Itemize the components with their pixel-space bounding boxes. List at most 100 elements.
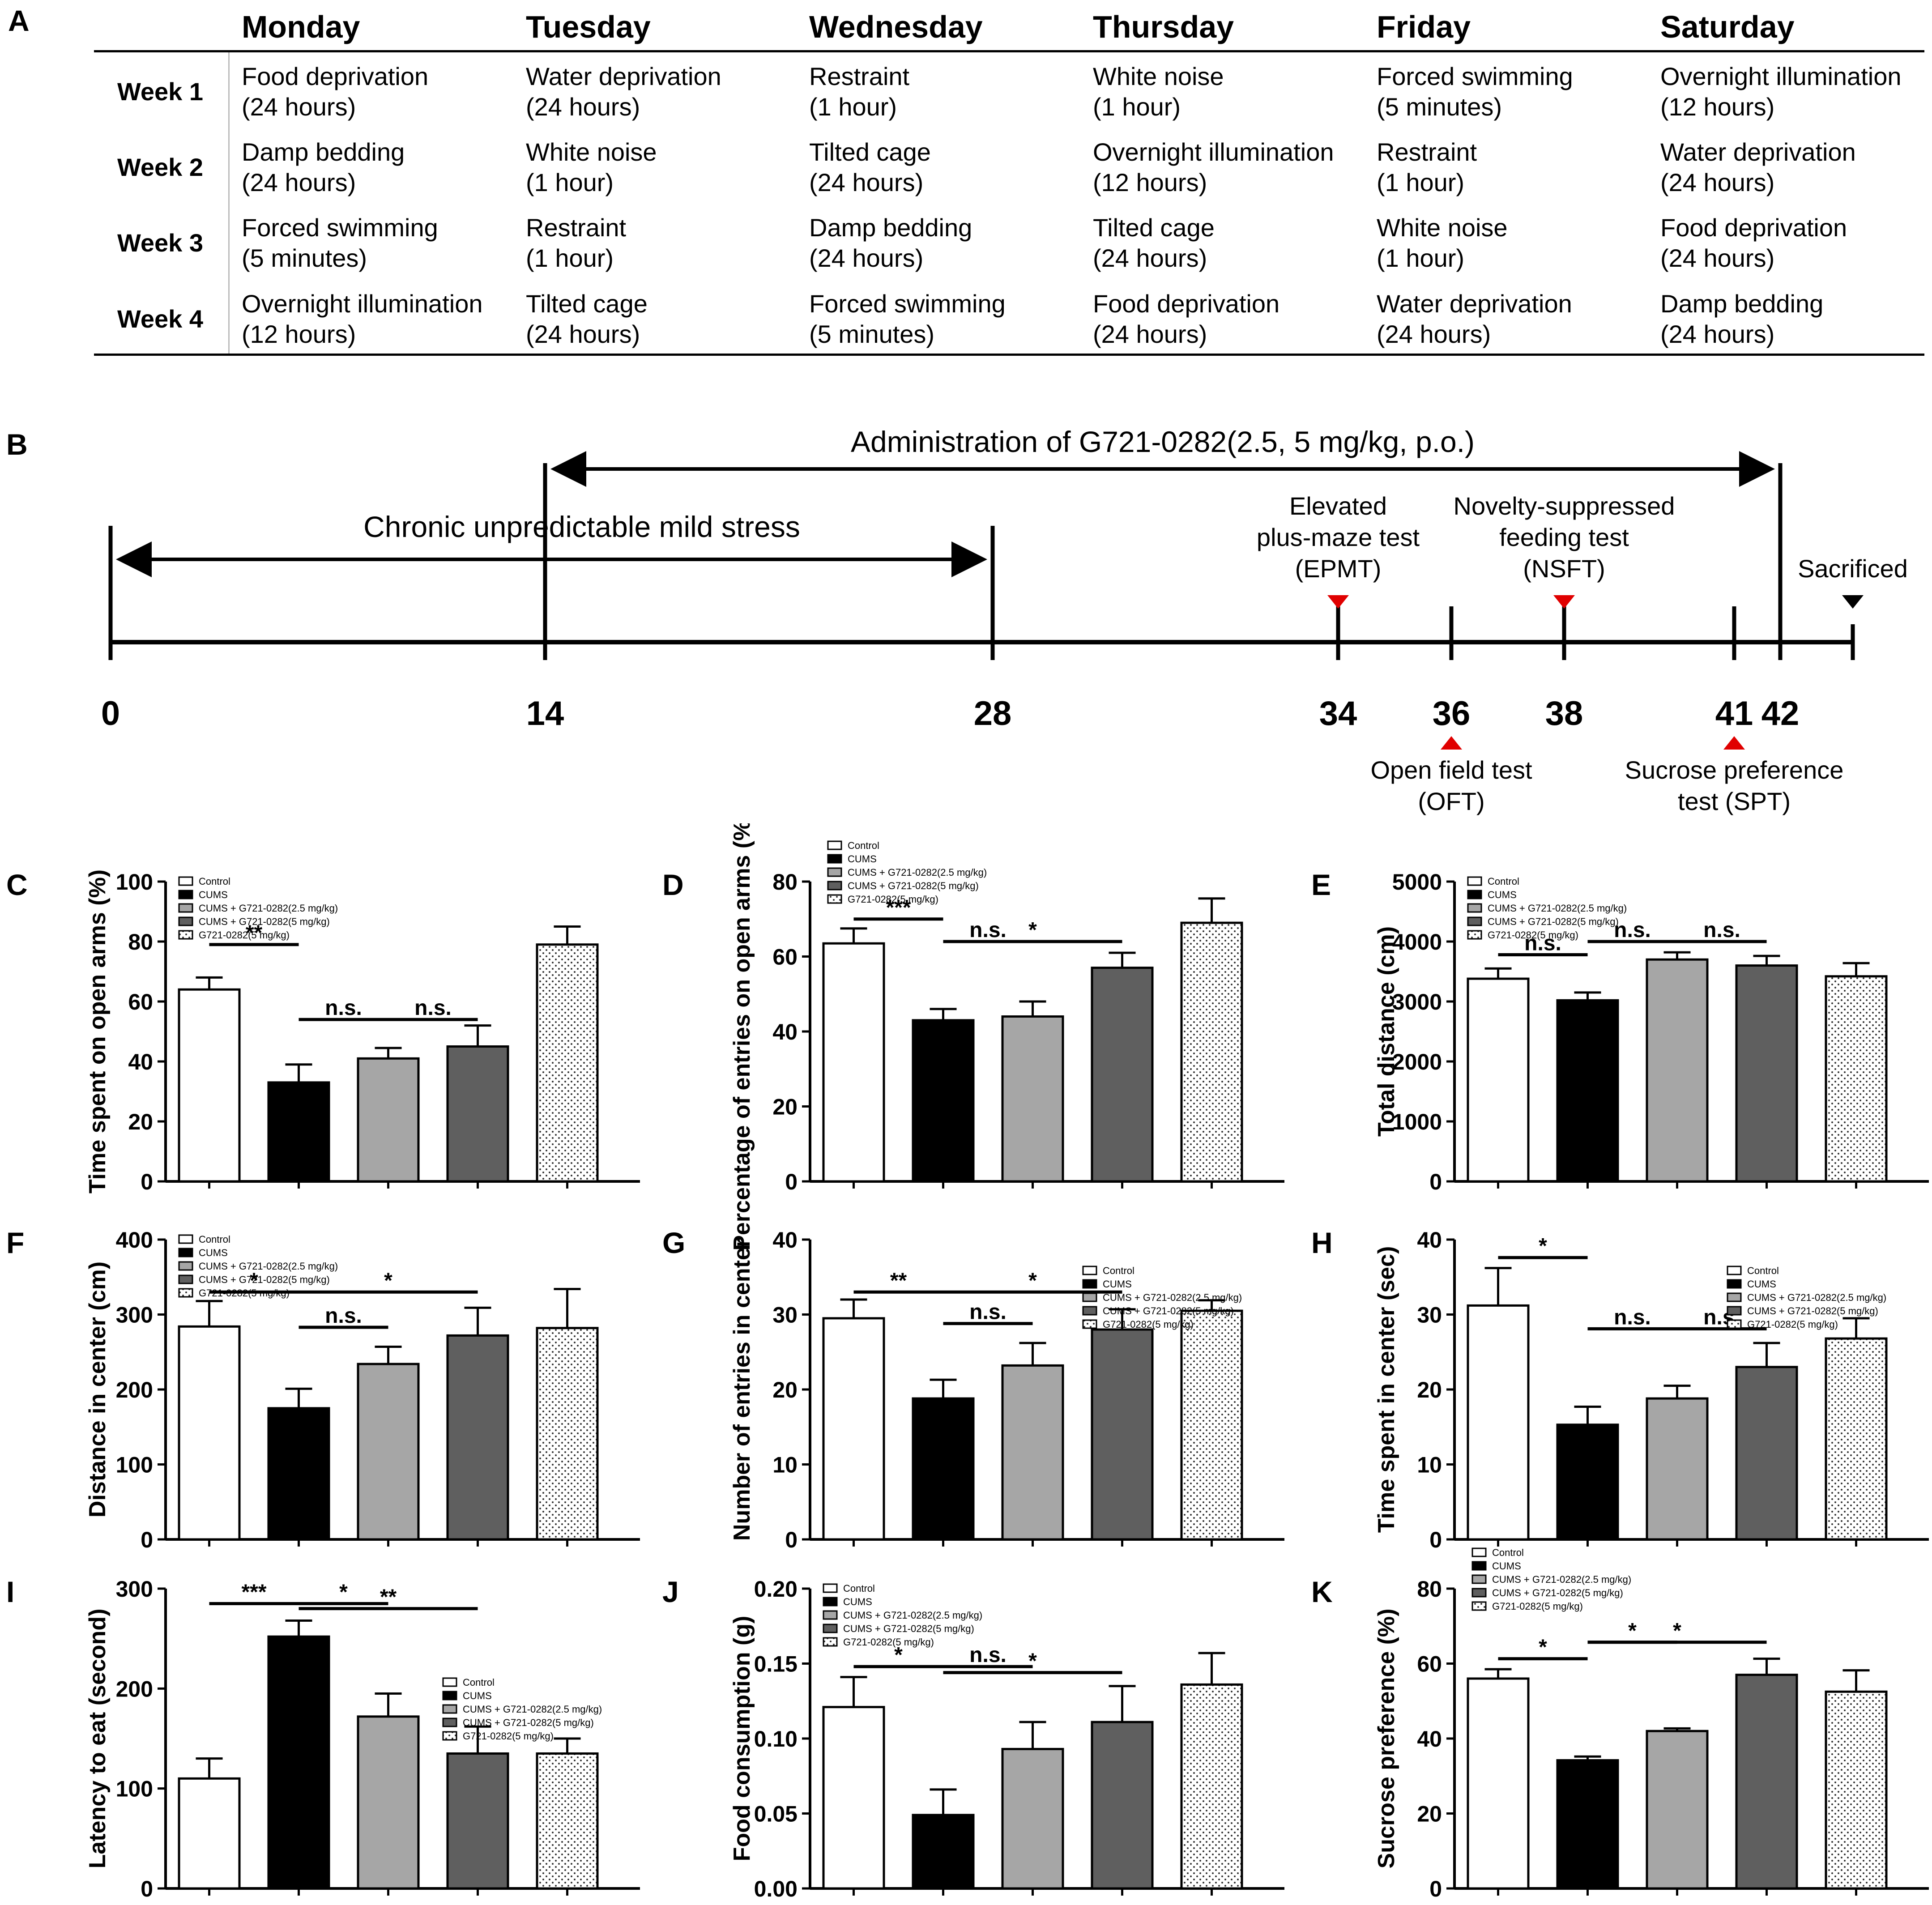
- y-axis-label: Food consumption (g): [729, 1616, 755, 1862]
- chart-panel-k: 0 20 40 60 80 Sucrose preference (%) * * * Contro…: [1373, 1547, 1929, 1901]
- y-tick-label: 0.20: [754, 1577, 798, 1602]
- legend-swatch: [823, 1583, 838, 1593]
- y-tick-label: 80: [772, 869, 798, 895]
- y-tick-label: 1000: [1392, 1109, 1442, 1134]
- legend-label: CUMS + G721-0282(5 mg/kg): [1492, 1587, 1623, 1598]
- bar-1: [1467, 1677, 1530, 1890]
- significance-label: *: [339, 1581, 348, 1604]
- bar-3: [1001, 1747, 1064, 1890]
- bar-5: [1825, 1690, 1888, 1890]
- day-header-saturday: Saturday: [1660, 9, 1795, 44]
- chart-panel-d: 0 20 40 60 80 Percentage of entries on open a…: [729, 823, 1284, 1251]
- schedule-cell: Overnight illumination (12 hours): [1660, 62, 1902, 121]
- legend-swatch: [178, 1234, 193, 1244]
- legend-label: CUMS + G721-0282(5 mg/kg): [1488, 916, 1619, 927]
- y-tick-label: 0: [141, 1169, 153, 1194]
- legend-swatch: [1727, 1266, 1742, 1275]
- y-tick-label: 40: [1417, 1726, 1442, 1752]
- y-tick-label: 0: [785, 1527, 798, 1552]
- test-label: Elevated: [1289, 492, 1387, 520]
- bar-1: [178, 1777, 241, 1890]
- test-label: test (SPT): [1678, 787, 1791, 815]
- day-header-friday: Friday: [1377, 9, 1471, 44]
- schedule-cell: White noise (1 hour): [1093, 62, 1224, 121]
- week-label: Week 1: [117, 77, 203, 106]
- panel-label-g: G: [662, 1226, 685, 1259]
- legend-swatch: [823, 1597, 838, 1607]
- bar-4: [1735, 1366, 1798, 1541]
- legend-swatch: [178, 916, 193, 926]
- legend-swatch: [823, 1637, 838, 1647]
- legend-swatch: [1471, 1588, 1487, 1598]
- timeline-day-label: 28: [974, 695, 1012, 733]
- schedule-cell: Forced swimming (5 minutes): [242, 213, 438, 272]
- cums-schedule-table: Monday Tuesday Wednesday Thursday Friday Satu…: [94, 0, 1924, 362]
- bar-2: [267, 1407, 330, 1541]
- legend-label: CUMS + G721-0282(5 mg/kg): [463, 1717, 594, 1728]
- bar-3: [1646, 1730, 1709, 1890]
- y-axis-label: Distance in center (cm): [85, 1261, 111, 1517]
- legend-swatch: [1471, 1574, 1487, 1584]
- schedule-cell: Food deprivation (24 hours): [1093, 290, 1280, 348]
- bar-3: [1001, 1015, 1064, 1183]
- significance-label: n.s.: [969, 918, 1007, 942]
- legend-swatch: [178, 890, 193, 899]
- legend-label: CUMS: [1488, 889, 1517, 900]
- y-tick-label: 2000: [1392, 1049, 1442, 1074]
- legend-label: CUMS + G721-0282(2.5 mg/kg): [199, 903, 338, 914]
- significance-label: n.s.: [325, 1304, 362, 1328]
- significance-label: *: [1628, 1619, 1637, 1643]
- red-triangle-icon: [1553, 595, 1575, 609]
- bar-3: [357, 1057, 420, 1183]
- bar-4: [446, 1334, 509, 1541]
- schedule-cell: Overnight illumination (12 hours): [242, 290, 483, 348]
- legend-label: G721-0282(5 mg/kg): [1492, 1601, 1583, 1612]
- day-header-wednesday: Wednesday: [809, 9, 983, 44]
- significance-label: *: [1539, 1636, 1547, 1659]
- legend-swatch: [178, 1248, 193, 1257]
- timeline-day-label: 41: [1715, 695, 1753, 733]
- y-tick-label: 0.10: [754, 1726, 798, 1752]
- schedule-cell: Food deprivation (24 hours): [1660, 213, 1847, 272]
- panel-label-c: C: [6, 868, 28, 901]
- schedule-cell: Water deprivation (24 hours): [526, 62, 721, 121]
- y-tick-label: 4000: [1392, 929, 1442, 955]
- y-axis-label: Total distance (cm): [1373, 926, 1399, 1137]
- legend-swatch: [1727, 1319, 1742, 1329]
- legend-label: CUMS + G721-0282(5 mg/kg): [843, 1623, 974, 1634]
- legend-swatch: [1727, 1279, 1742, 1289]
- y-tick-label: 0.15: [754, 1652, 798, 1677]
- legend-label: G721-0282(5 mg/kg): [1488, 929, 1578, 941]
- significance-label: *: [1673, 1619, 1681, 1643]
- legend-swatch: [1082, 1292, 1097, 1302]
- schedule-cell: White noise (1 hour): [1377, 213, 1508, 272]
- table-divider: [228, 52, 230, 354]
- schedule-cell: Tilted cage (24 hours): [526, 290, 648, 348]
- legend-label: G721-0282(5 mg/kg): [199, 1287, 290, 1299]
- y-axis-label: Percentage of entries on open arms (%): [729, 823, 755, 1251]
- bar-2: [1556, 1423, 1619, 1541]
- day-header-thursday: Thursday: [1093, 9, 1234, 44]
- red-triangle-icon: [1723, 736, 1745, 750]
- legend-label: CUMS: [463, 1690, 492, 1701]
- test-label: plus-maze test: [1257, 523, 1420, 551]
- table-top-rule: [94, 50, 1924, 52]
- legend-swatch: [827, 854, 842, 864]
- bar-1: [822, 1317, 885, 1541]
- week-label: Week 3: [117, 229, 203, 257]
- legend-swatch: [1082, 1266, 1097, 1275]
- bar-1: [1467, 977, 1530, 1183]
- legend-label: CUMS + G721-0282(5 mg/kg): [199, 916, 330, 927]
- schedule-cell: Damp bedding (24 hours): [242, 138, 405, 196]
- legend-label: CUMS + G721-0282(2.5 mg/kg): [843, 1610, 982, 1621]
- timeline-day-label: 14: [526, 695, 564, 733]
- schedule-cell: Restraint (1 hour): [1377, 138, 1477, 196]
- bar-4: [1735, 964, 1798, 1183]
- y-tick-label: 80: [128, 929, 153, 955]
- legend-label: G721-0282(5 mg/kg): [848, 894, 938, 905]
- y-axis-label: Time spent in center (sec): [1373, 1246, 1399, 1533]
- legend-label: G721-0282(5 mg/kg): [199, 929, 290, 941]
- chart-panel-h: 0 10 20 30 40 Time spent in center (sec) * n.s.…: [1373, 1227, 1929, 1552]
- bar-2: [912, 1814, 975, 1890]
